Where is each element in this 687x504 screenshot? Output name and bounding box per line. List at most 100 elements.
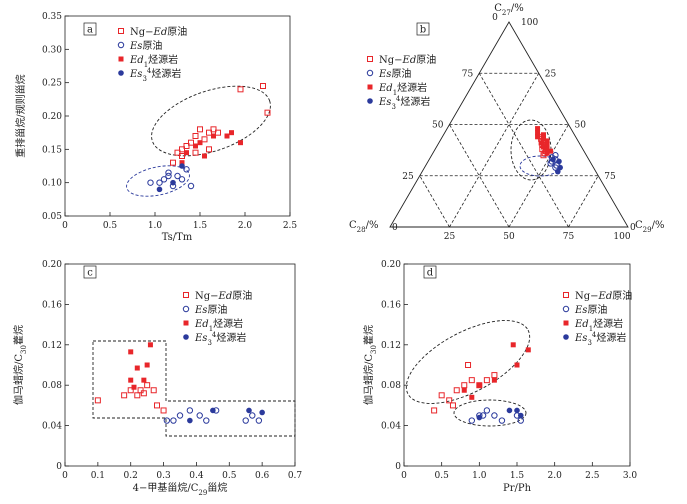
legend-marker <box>118 56 124 62</box>
x-tick-label: 1.5 <box>510 471 525 481</box>
panel-a-frame <box>64 15 291 217</box>
legend-label: Ng−Ed原油 <box>130 25 187 38</box>
data-point <box>483 377 490 384</box>
x-tick-label: 0.1 <box>91 471 105 481</box>
legend-label: Ed1烃源岩 <box>129 53 178 69</box>
panel-c-points <box>94 342 265 424</box>
legend-marker <box>563 320 569 326</box>
panel-c-label: c <box>87 268 93 279</box>
panel-b-label: b <box>420 25 426 36</box>
y-tick-label: 0.20 <box>42 260 62 270</box>
data-point <box>156 186 163 193</box>
data-point <box>137 387 144 394</box>
legend-label: Ng−Ed原油 <box>379 53 436 66</box>
tick-label: 75 <box>563 232 575 242</box>
x-tick-label: 1.0 <box>148 221 163 231</box>
legend-label: Es34烃源岩 <box>129 67 181 83</box>
legend-marker <box>367 56 373 62</box>
panel-a-ticks: 0 0.5 1.0 1.5 2.0 2.5 0.05 0.10 0.15 0.20 0.25 0.30… <box>42 12 297 231</box>
legend-marker <box>117 41 125 49</box>
data-point <box>197 126 203 133</box>
panel-b-top-label: C27/% <box>494 3 523 17</box>
panel-b-legend: Ng−Ed原油 Es原油 Ed1烃源岩 Es34烃源岩 <box>366 53 436 111</box>
panel-a-ylabel: 重排甾烷/规则甾烷 <box>14 74 27 157</box>
panel-c-frame <box>64 263 296 467</box>
data-point <box>187 417 193 424</box>
tick-label: 0 <box>492 13 498 23</box>
y-tick-label: 0.15 <box>42 145 62 155</box>
data-point <box>525 347 531 353</box>
x-tick-label: 2.0 <box>548 471 563 481</box>
y-tick-label: 0.25 <box>42 79 62 89</box>
data-point <box>94 397 101 404</box>
panel-d-ticks: 0 0.5 1.0 1.5 2.0 2.5 3.0 0 0.04 0.08 0.12 0.16 0.20 <box>381 260 637 481</box>
data-point <box>514 407 520 414</box>
data-point <box>541 132 547 138</box>
data-point <box>176 412 184 419</box>
data-point <box>156 179 163 186</box>
data-point <box>197 140 203 146</box>
data-point <box>186 407 194 414</box>
panel-c-xlabel: 4−甲基甾烷/C29甾烷 <box>133 481 228 497</box>
data-point <box>201 136 208 143</box>
data-point <box>170 417 177 424</box>
data-point <box>541 144 547 150</box>
data-point <box>179 146 185 153</box>
legend-label: Es34烃源岩 <box>574 331 626 347</box>
data-point <box>144 382 151 389</box>
data-point <box>506 407 513 414</box>
data-point <box>544 146 550 152</box>
data-point <box>535 134 541 140</box>
data-point <box>134 392 141 399</box>
tick-label: 50 <box>503 232 515 242</box>
y-tick-label: 0.05 <box>42 212 62 222</box>
data-point <box>210 126 217 133</box>
data-point <box>498 417 506 424</box>
data-point <box>246 407 252 414</box>
data-point <box>544 142 550 148</box>
y-tick-label: 0.04 <box>381 422 401 432</box>
data-point <box>121 392 128 399</box>
panel-d-points <box>431 342 531 424</box>
data-point <box>238 140 243 146</box>
y-tick-label: 0 <box>56 462 62 472</box>
legend-marker <box>366 69 374 77</box>
y-tick-label: 0.10 <box>42 179 62 189</box>
x-tick-label: 0.5 <box>103 221 118 231</box>
data-point <box>184 150 189 156</box>
x-tick-label: 0.5 <box>435 471 450 481</box>
panel-d: d Pr/Ph 伽马蜡烷/C30藿烷 0 0.5 1.0 1.5 2.0 2.5 3.000… <box>362 260 637 494</box>
y-tick-label: 0.20 <box>42 112 62 122</box>
data-point <box>178 176 186 183</box>
x-tick-label: 0 <box>62 221 68 231</box>
data-point <box>147 342 153 348</box>
panel-b-points <box>535 126 563 175</box>
y-tick-label: 0.08 <box>381 381 401 391</box>
panel-a-label: a <box>87 25 93 36</box>
data-point <box>255 417 263 424</box>
legend-label: Ed1烃源岩 <box>194 317 243 333</box>
data-point <box>514 362 520 368</box>
data-point <box>544 150 550 156</box>
data-point <box>461 382 468 389</box>
legend-label: Es34烃源岩 <box>378 95 430 111</box>
data-point <box>154 402 160 409</box>
data-point <box>483 407 491 414</box>
panel-a-xlabel: Ts/Tm <box>162 232 193 243</box>
panel-d-xlabel: Pr/Ph <box>503 483 532 494</box>
panel-a-group-ellipse <box>126 165 190 197</box>
data-point <box>128 377 134 383</box>
legend-marker <box>183 334 189 340</box>
legend-label: Ng−Ed原油 <box>575 289 632 302</box>
legend-marker <box>182 305 190 313</box>
data-point <box>193 143 198 149</box>
x-tick-label: 0 <box>62 471 68 481</box>
data-point <box>165 172 172 180</box>
data-point <box>229 130 234 136</box>
data-point <box>206 146 212 153</box>
data-point <box>249 412 256 419</box>
legend-label: Es34烃源岩 <box>194 331 246 347</box>
grid-line <box>568 175 599 228</box>
